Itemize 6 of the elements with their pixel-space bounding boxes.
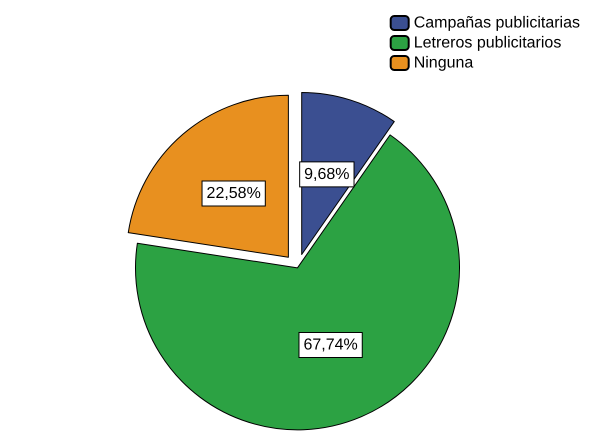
- legend-label: Campañas publicitarias: [414, 14, 580, 32]
- legend-label: Ninguna: [414, 54, 474, 72]
- data-label: 9,68%: [304, 166, 350, 183]
- data-label: 67,74%: [303, 336, 358, 354]
- data-label: 22,58%: [206, 184, 261, 202]
- legend-label: Letreros publicitarios: [414, 34, 562, 52]
